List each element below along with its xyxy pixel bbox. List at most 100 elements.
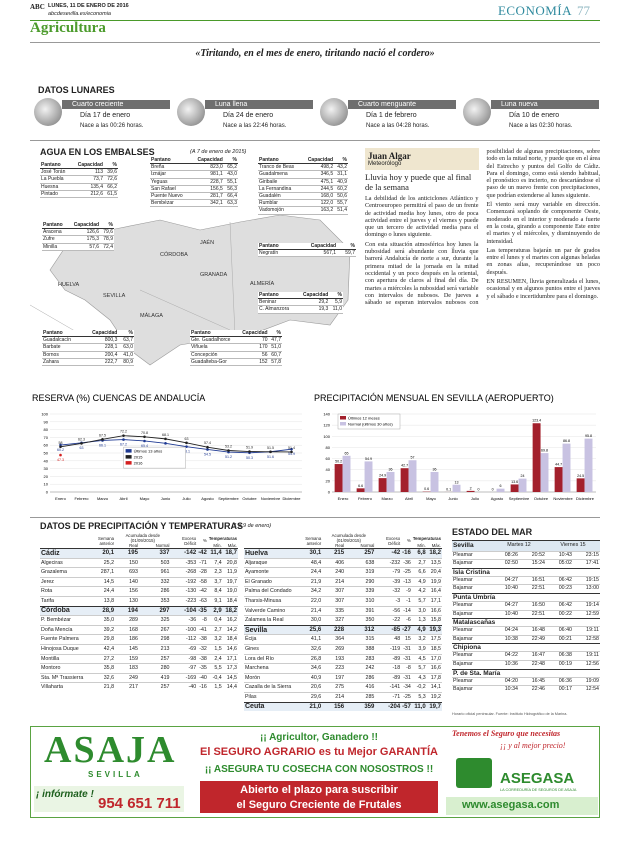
station-value: 638 [365,559,375,566]
precip-note: (1 a 9 de enero) [232,523,272,529]
station-row: Algeciras 25,2 150 503 -353 -71 7,4 20,8 [40,558,238,568]
column-header: Mín. [213,543,222,548]
dam-cell: Huesna [40,183,72,191]
bar-label: 0.1 [446,487,451,491]
station-value: 14,2 [226,626,237,633]
group-value: -35 [198,607,207,614]
tide-time: 04:24 [504,627,518,634]
station-value: 350 [365,617,375,624]
station-row: Tarifa 13,8 130 353 -223 -63 9,1 18,4 [40,596,238,606]
y-tick-label: 70 [44,435,49,440]
bar [430,471,439,492]
station-value: 197 [335,674,345,681]
sea-note: Horario oficial peninsular. Fuente: Inst… [452,712,568,716]
station-value: 19,2 [430,693,441,700]
place-row: Matalascañas [452,618,600,627]
dam-cell: 163,2 [301,206,335,215]
station-value: -268 [185,569,197,576]
dam-cell: 41,0 [118,351,134,359]
dam-cell: 72,4 [100,243,114,251]
asegasa-logo: ASEGASA [500,770,575,787]
station-value: -71 [199,559,207,566]
dam-cell: Breña [150,163,191,172]
group-value: 30,1 [309,550,322,556]
station-value: -130 [185,588,197,595]
dam-header: % [268,330,282,338]
place-name: P. de Sta. María [453,669,501,677]
station-name: Montoro [41,665,61,672]
station-value: 32,6 [310,645,322,652]
bar-label: 0 [478,488,480,492]
headline: «Tiritando, en el mes de enero, tiritand… [195,48,435,59]
y-tick-label: 0 [46,490,49,495]
station-value: 14,5 [226,674,237,681]
dam-row: Zahara 222,7 80,9 [42,358,134,367]
station-value: 267 [160,626,170,633]
dam-row: Bembézar 342,1 63,3 [150,199,238,208]
legend-swatch [340,416,346,420]
group-value: -204 [388,703,401,710]
dam-cell: 228,7 [190,178,224,186]
dam-cell: 40,9 [334,178,348,186]
dam-row: Minilla 57,6 72,4 [42,243,114,251]
station-value: 5,7 [418,665,426,672]
station-value: 24,4 [310,569,322,576]
place-name: Chipiona [453,644,481,652]
dam-cell: 126,6 [67,228,101,237]
bar-label: 57 [411,456,415,460]
station-value: -31 [403,655,411,662]
dam-cell: 156,5 [190,185,224,194]
station-value: 307 [335,588,345,595]
x-tick-label: Abril [405,496,413,501]
station-value: 1,3 [418,617,426,624]
group-name: Sevilla [245,626,268,634]
column-header: Acumulada desde (01/09/2015) [331,533,366,543]
point [290,450,293,454]
station-value: 15 [404,636,411,643]
bar-label: 24.9 [379,474,386,478]
station-value: 19,0 [226,588,237,595]
dam-header-row: Pantano Capacidad% [42,330,134,338]
station-value: 7,4 [214,559,222,566]
group-row: Huelva 30,1 215 257 -42 -16 6,8 18,2 [244,548,442,559]
dam-cell: Guadalén [258,192,302,201]
station-value: -0,2 [416,684,426,691]
station-value: 9,1 [214,597,222,604]
dam-row: Gte. Guadalhorce 70 47,7 [190,336,282,345]
group-row: Cádiz 20,1 195 337 -142 -42 11,4 18,7 [40,548,238,559]
y-tick-label: 90 [44,419,49,424]
dam-header: Capacidad [71,162,104,170]
tide-time: 04:22 [504,652,518,659]
group-value: 20,1 [102,550,115,556]
station-value: 290 [365,578,375,585]
article-paragraph: El viento será muy variable en dirección… [486,201,601,245]
dam-cell: Negratín [258,249,294,258]
station-value: 3,7 [214,578,222,585]
station-value: 283 [365,655,375,662]
dam-header: Capacidad [293,243,338,251]
place-row: Punta Umbría [452,593,600,601]
point [164,442,167,445]
column-header: Real [129,543,138,548]
point [80,442,83,445]
header-row: Semana anterior Acumulada desde (01/09/20… [40,533,238,545]
tide-time: 19:09 [585,677,599,684]
station-name: Grazalema [41,569,67,576]
station-value: 17,0 [430,655,441,662]
station-value: 285 [365,693,375,700]
station-value: 20,6 [310,684,322,691]
place-name: Sevilla [453,542,474,550]
station-value: -18 [392,665,401,672]
phase-name: Luna nueva [501,101,538,108]
point-label: 50.3 [246,456,253,460]
station-value: -98 [188,655,197,662]
station-value: 14,6 [226,645,237,652]
dam-row: Aracena 126,6 79,6 [42,228,114,237]
station-value: 145 [129,645,138,652]
station-value: 419 [160,674,170,681]
y-tick-label: 20 [326,478,331,483]
station-name: Écija [245,636,257,643]
dam-header: Pantano [40,162,72,170]
station-value: 2,7 [418,559,426,566]
